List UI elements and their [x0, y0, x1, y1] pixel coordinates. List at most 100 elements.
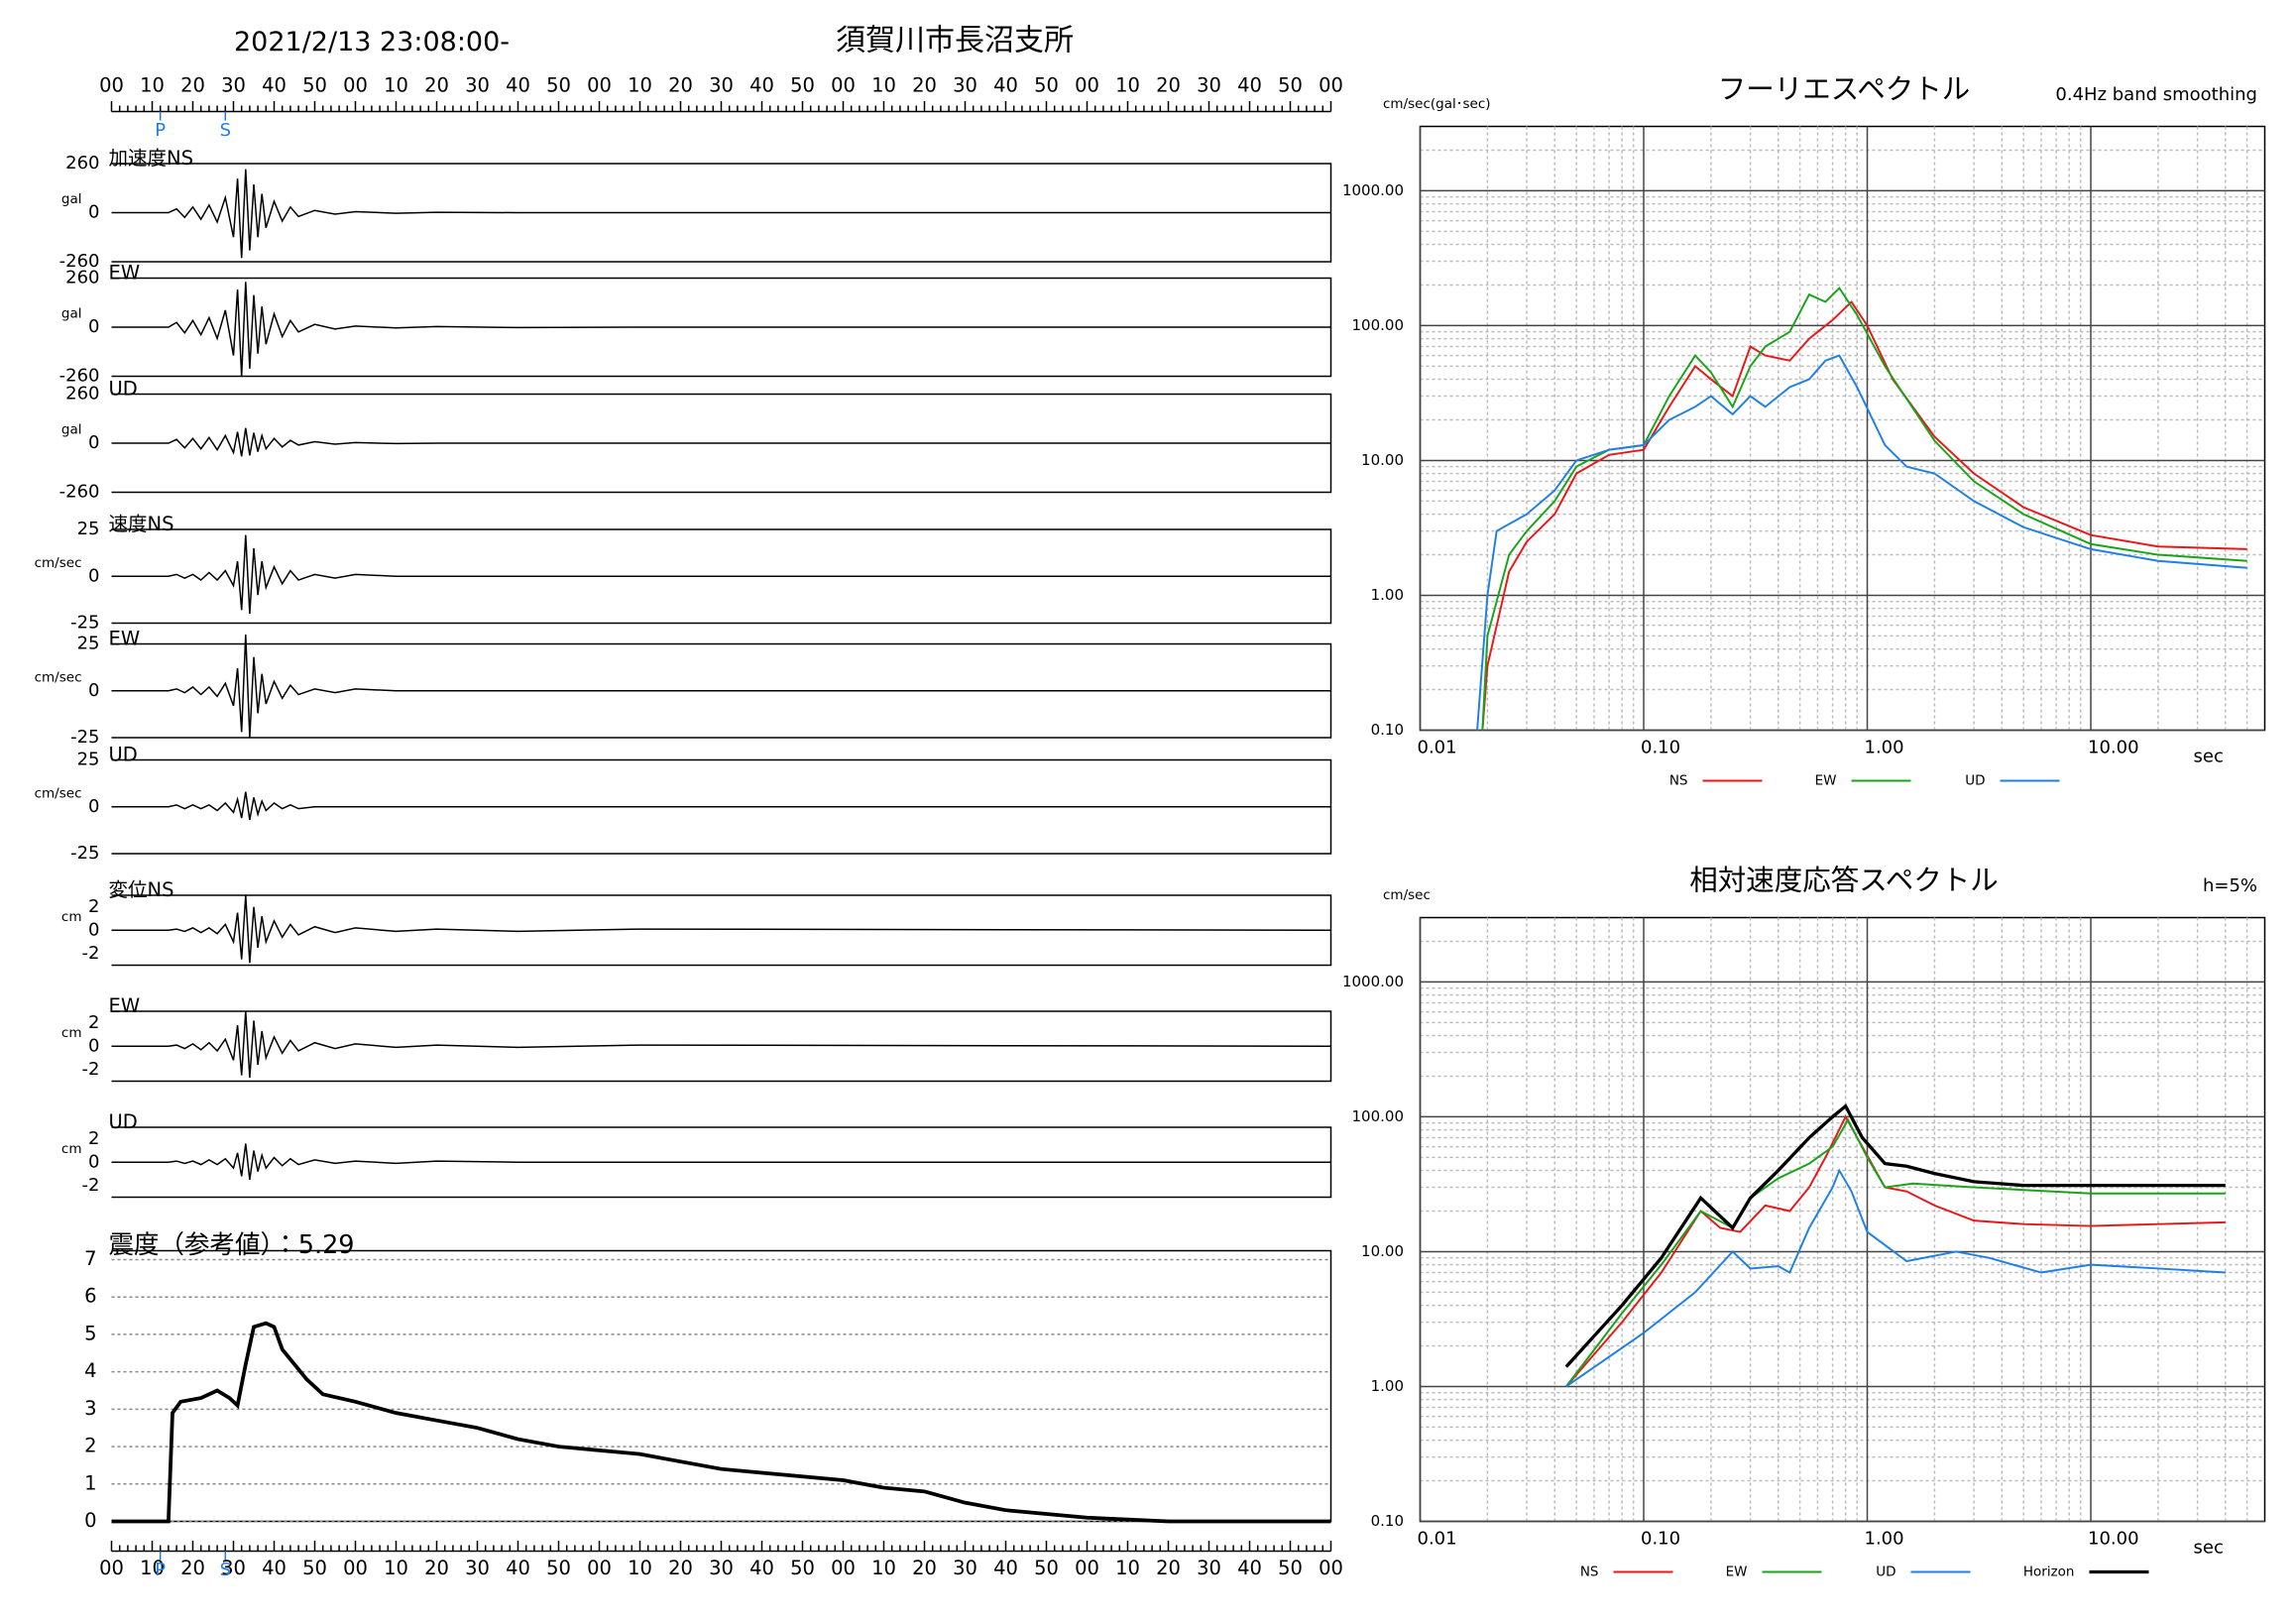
- spectrum-subtitle: 0.4Hz band smoothing: [2055, 84, 2257, 105]
- waveform-trace: [111, 1010, 1331, 1079]
- time-tick-label: 50: [302, 74, 327, 97]
- unit-label: cm: [61, 1141, 82, 1157]
- y-tick-label: 2: [88, 896, 99, 917]
- time-tick-label: 50: [790, 1557, 815, 1579]
- waveform-trace: [111, 1143, 1331, 1180]
- waveform-trace: [111, 534, 1331, 615]
- unit-label: cm/sec: [35, 669, 82, 685]
- time-tick-label: 40: [506, 1557, 530, 1579]
- y-axis-unit: cm/sec(gal･sec): [1383, 96, 1491, 112]
- time-tick-label: 50: [302, 1557, 327, 1579]
- x-tick-label: 0.01: [1418, 738, 1457, 758]
- y-tick-label: 0: [84, 1509, 96, 1532]
- y-tick-label: 25: [77, 519, 100, 539]
- time-tick-label: 00: [1075, 74, 1099, 97]
- y-tick-label: 7: [84, 1247, 96, 1270]
- time-tick-label: 10: [871, 74, 896, 97]
- y-tick-label: 260: [65, 268, 99, 289]
- y-tick-label: 0.10: [1371, 1512, 1404, 1530]
- time-tick-label: 40: [749, 1557, 774, 1579]
- time-tick-label: 20: [424, 1557, 449, 1579]
- y-tick-label: 1.00: [1371, 1377, 1404, 1395]
- time-tick-label: 50: [790, 74, 815, 97]
- y-tick-label: 10.00: [1361, 1242, 1404, 1260]
- time-tick-label: 20: [668, 1557, 693, 1579]
- y-tick-label: -25: [70, 613, 99, 634]
- spectrum-title: フーリエスペクトル: [1718, 73, 1971, 106]
- time-tick-label: 40: [262, 1557, 287, 1579]
- time-tick-label: 30: [465, 1557, 490, 1579]
- time-tick-label: 30: [1197, 74, 1221, 97]
- time-tick-label: 50: [1278, 1557, 1303, 1579]
- intensity-frame: [111, 1249, 1332, 1523]
- time-tick-label: 00: [1319, 74, 1343, 97]
- y-tick-label: 5: [84, 1322, 96, 1344]
- time-tick-label: 10: [1115, 1557, 1140, 1579]
- trace-label: 速度NS: [109, 513, 174, 535]
- time-tick-label: 40: [1237, 74, 1262, 97]
- x-tick-label: 0.01: [1418, 1529, 1457, 1550]
- time-tick-label: 20: [668, 74, 693, 97]
- time-tick-label: 00: [1075, 1557, 1099, 1579]
- y-tick-label: 260: [65, 384, 99, 405]
- waveform-trace: [111, 791, 1331, 821]
- time-tick-label: 00: [831, 74, 856, 97]
- time-tick-label: 10: [140, 74, 165, 97]
- time-tick-label: 00: [587, 1557, 612, 1579]
- y-tick-label: 0: [88, 202, 99, 223]
- y-tick-label: -25: [70, 843, 99, 864]
- spectrum-subtitle: h=5%: [2203, 875, 2257, 896]
- time-tick-label: 10: [140, 1557, 165, 1579]
- time-tick-label: 00: [587, 74, 612, 97]
- trace-label: EW: [109, 262, 141, 285]
- y-tick-label: 10.00: [1361, 451, 1404, 469]
- y-tick-label: 0: [88, 680, 99, 701]
- time-tick-label: 30: [709, 1557, 734, 1579]
- spectrum-title: 相対速度応答スペクトル: [1689, 865, 1999, 897]
- time-tick-label: 40: [993, 74, 1018, 97]
- y-tick-label: 25: [77, 634, 100, 654]
- y-tick-label: 2: [88, 1128, 99, 1149]
- unit-label: gal: [61, 306, 82, 322]
- trace-label: UD: [109, 744, 138, 766]
- spectrum-line: [1481, 299, 2247, 731]
- x-tick-label: 1.00: [1865, 1529, 1904, 1550]
- y-tick-label: -260: [59, 251, 100, 272]
- time-tick-label: 40: [506, 74, 530, 97]
- waveform-trace: [111, 169, 1331, 259]
- time-tick-label: 20: [1156, 74, 1181, 97]
- station-name: 須賀川市長沼支所: [836, 24, 1074, 58]
- time-tick-label: 30: [221, 74, 246, 97]
- y-tick-label: 1.00: [1371, 586, 1404, 604]
- time-tick-label: 50: [1034, 1557, 1059, 1579]
- time-tick-label: 30: [709, 74, 734, 97]
- time-tick-label: 40: [1237, 1557, 1262, 1579]
- trace-label: EW: [109, 994, 141, 1017]
- plot-frame: [1419, 916, 2266, 1523]
- y-tick-label: -2: [82, 943, 100, 964]
- legend-label: EW: [1815, 773, 1837, 789]
- legend-label: NS: [1669, 773, 1688, 789]
- y-tick-label: -2: [82, 1059, 100, 1080]
- time-tick-label: 00: [99, 1557, 124, 1579]
- legend-label: UD: [1965, 773, 1985, 789]
- y-axis-unit: cm/sec: [1383, 887, 1431, 903]
- y-tick-label: 0: [88, 316, 99, 337]
- legend-label: UD: [1876, 1565, 1895, 1580]
- time-tick-label: 00: [343, 74, 368, 97]
- time-tick-label: 50: [546, 1557, 571, 1579]
- unit-label: cm: [61, 909, 82, 925]
- time-tick-label: 00: [99, 74, 124, 97]
- y-tick-label: 0: [88, 919, 99, 940]
- y-tick-label: 1000.00: [1342, 973, 1404, 990]
- waveform-trace: [111, 894, 1331, 964]
- time-tick-label: 00: [343, 1557, 368, 1579]
- waveform-trace: [111, 282, 1331, 377]
- y-tick-label: 100.00: [1352, 1107, 1405, 1125]
- datetime: 2021/2/13 23:08:00-: [234, 27, 510, 58]
- y-tick-label: 0.10: [1371, 721, 1404, 739]
- y-tick-label: 0: [88, 565, 99, 586]
- unit-label: gal: [61, 191, 82, 207]
